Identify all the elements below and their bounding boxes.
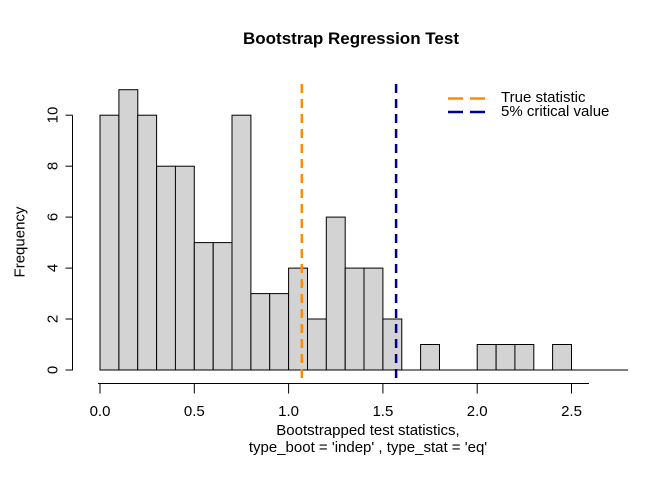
- histogram-bar: [212, 242, 233, 371]
- histogram-bar: [156, 165, 177, 371]
- histogram-bar: [288, 267, 309, 371]
- histogram-bar: [269, 293, 290, 371]
- histogram-bar: [325, 216, 346, 371]
- y-tick-label: 4: [44, 263, 62, 273]
- histogram-bar: [193, 242, 214, 371]
- reference-lines-group: [300, 84, 398, 382]
- histogram-bars-group: [99, 89, 572, 371]
- legend-swatches-group: [448, 97, 485, 114]
- x-tick-label: 0.0: [89, 403, 111, 420]
- y-tick-label: 2: [44, 314, 62, 324]
- x-tick-label: 1.0: [278, 403, 300, 420]
- histogram-bar: [514, 344, 535, 371]
- histogram-bar: [231, 114, 252, 371]
- y-tick-label: 0: [44, 365, 62, 375]
- histogram-bar: [174, 165, 195, 371]
- histogram-bar: [118, 89, 139, 371]
- x-axis-group: [98, 383, 589, 394]
- x-tick-label: 1.5: [372, 403, 394, 420]
- y-axis-title: Frequency: [11, 206, 29, 278]
- x-tick-label: 2.5: [561, 403, 582, 420]
- x-tick-label: 0.5: [183, 403, 205, 420]
- y-tick-label: 6: [44, 212, 62, 222]
- histogram-bar: [552, 344, 572, 371]
- histogram-bar: [420, 344, 441, 371]
- y-tick-label: 8: [44, 161, 62, 171]
- histogram-bar: [99, 114, 120, 371]
- histogram-bar: [382, 318, 403, 371]
- histogram-bar: [495, 344, 516, 371]
- x-axis-title: Bootstrapped test statistics, type_boot …: [249, 422, 487, 456]
- x-tick-label: 2.0: [466, 403, 488, 420]
- chart-title: Bootstrap Regression Test: [242, 29, 460, 48]
- legend-label-true-statistic: True statistic: [501, 89, 586, 106]
- histogram-bar: [344, 267, 365, 371]
- histogram-bar: [307, 318, 327, 371]
- histogram-bar: [476, 344, 497, 371]
- y-axis-group: [65, 114, 73, 371]
- histogram-bar: [137, 114, 158, 371]
- histogram-bar: [363, 267, 384, 371]
- histogram-bar: [250, 293, 271, 371]
- y-tick-label: 10: [44, 106, 62, 124]
- x-axis-title-line1: Bootstrapped test statistics,: [276, 422, 460, 439]
- legend-label-critical-value: 5% critical value: [501, 103, 610, 120]
- x-axis-title-line2: type_boot = 'indep' , type_stat = 'eq': [248, 439, 488, 456]
